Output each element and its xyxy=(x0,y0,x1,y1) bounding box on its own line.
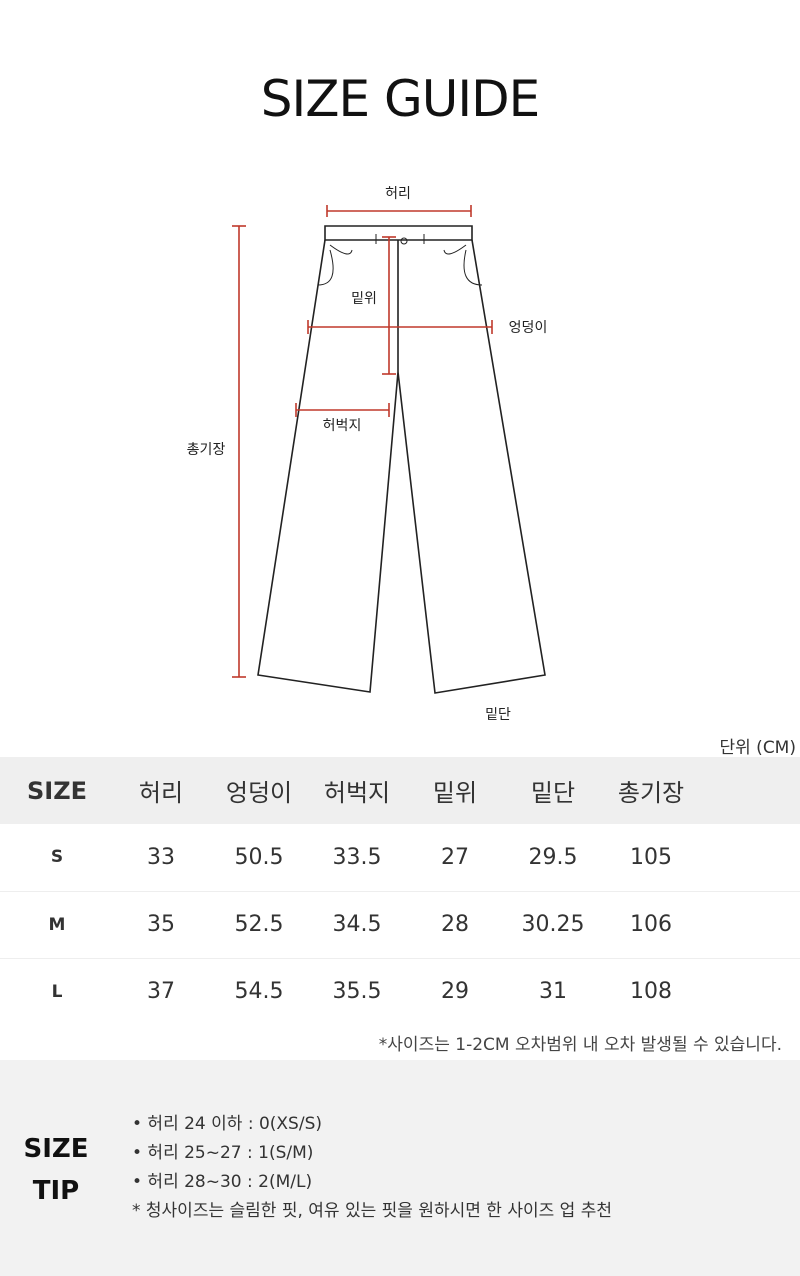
cell: 105 xyxy=(630,844,672,870)
header-size: SIZE xyxy=(26,776,87,805)
cell: 27 xyxy=(441,844,469,870)
cell: L xyxy=(51,981,63,1002)
tolerance-note: *사이즈는 1-2CM 오차범위 내 오차 발생될 수 있습니다. xyxy=(378,1035,782,1055)
tip-item: • 허리 24 이하 : 0(XS/S) xyxy=(132,1114,323,1134)
table-row: L 37 54.5 35.5 29 31 108 xyxy=(0,958,800,1025)
label-waist: 허리 xyxy=(385,186,411,202)
cell: M xyxy=(48,914,66,935)
tip-item: • 허리 25~27 : 1(S/M) xyxy=(132,1143,314,1163)
cell: S xyxy=(50,847,64,868)
cell: 29 xyxy=(441,979,469,1005)
pants-diagram xyxy=(232,205,546,694)
size-tip-section: SIZE TIP • 허리 24 이하 : 0(XS/S) • 허리 25~27… xyxy=(0,1060,800,1276)
cell: 30.25 xyxy=(521,912,585,937)
label-thigh: 허벅지 xyxy=(322,418,362,434)
tip-item: • 허리 28~30 : 2(M/L) xyxy=(132,1172,313,1192)
cell: 108 xyxy=(630,979,672,1005)
cell: 35.5 xyxy=(332,979,382,1005)
cell: 34.5 xyxy=(332,912,382,937)
cell: 33 xyxy=(147,844,175,870)
table-header: SIZE 허리 엉덩이 허벅지 밑위 밑단 총기장 xyxy=(0,757,800,824)
cell: 106 xyxy=(630,912,672,937)
header-length: 총기장 xyxy=(617,779,685,807)
cell: 29.5 xyxy=(528,844,578,870)
tip-title-line2: TIP xyxy=(32,1176,80,1206)
cell: 54.5 xyxy=(234,979,284,1005)
header-rise: 밑위 xyxy=(432,779,478,807)
header-hem: 밑단 xyxy=(530,779,576,807)
tip-title-line1: SIZE xyxy=(23,1134,89,1164)
tip-list: • 허리 24 이하 : 0(XS/S) • 허리 25~27 : 1(S/M)… xyxy=(132,1110,612,1226)
cell: 50.5 xyxy=(234,844,284,870)
cell: 33.5 xyxy=(332,844,382,870)
label-rise: 밑위 xyxy=(351,291,377,307)
cell: 28 xyxy=(441,912,469,937)
pants-outline xyxy=(257,225,546,694)
cell: 52.5 xyxy=(234,912,284,937)
tip-item: * 청사이즈는 슬림한 핏, 여유 있는 핏을 원하시면 한 사이즈 업 추천 xyxy=(132,1201,612,1221)
unit-label: 단위 (CM) xyxy=(719,738,797,758)
page-title: SIZE GUIDE xyxy=(260,70,540,128)
measure-lines xyxy=(232,205,493,678)
cell: 31 xyxy=(539,979,567,1005)
size-table: SIZE 허리 엉덩이 허벅지 밑위 밑단 총기장 S 33 50.5 33.5… xyxy=(0,757,800,1025)
label-hem: 밑단 xyxy=(485,707,511,723)
label-hip: 엉덩이 xyxy=(508,320,548,336)
header-hip: 엉덩이 xyxy=(225,779,293,807)
label-length: 총기장 xyxy=(186,442,226,458)
cell: 37 xyxy=(147,979,175,1005)
header-waist: 허리 xyxy=(138,779,184,807)
table-row: S 33 50.5 33.5 27 29.5 105 xyxy=(0,824,800,891)
header-thigh: 허벅지 xyxy=(323,779,391,807)
table-row: M 35 52.5 34.5 28 30.25 106 xyxy=(0,891,800,958)
cell: 35 xyxy=(147,912,175,937)
size-tip-title: SIZE TIP xyxy=(0,1128,112,1212)
